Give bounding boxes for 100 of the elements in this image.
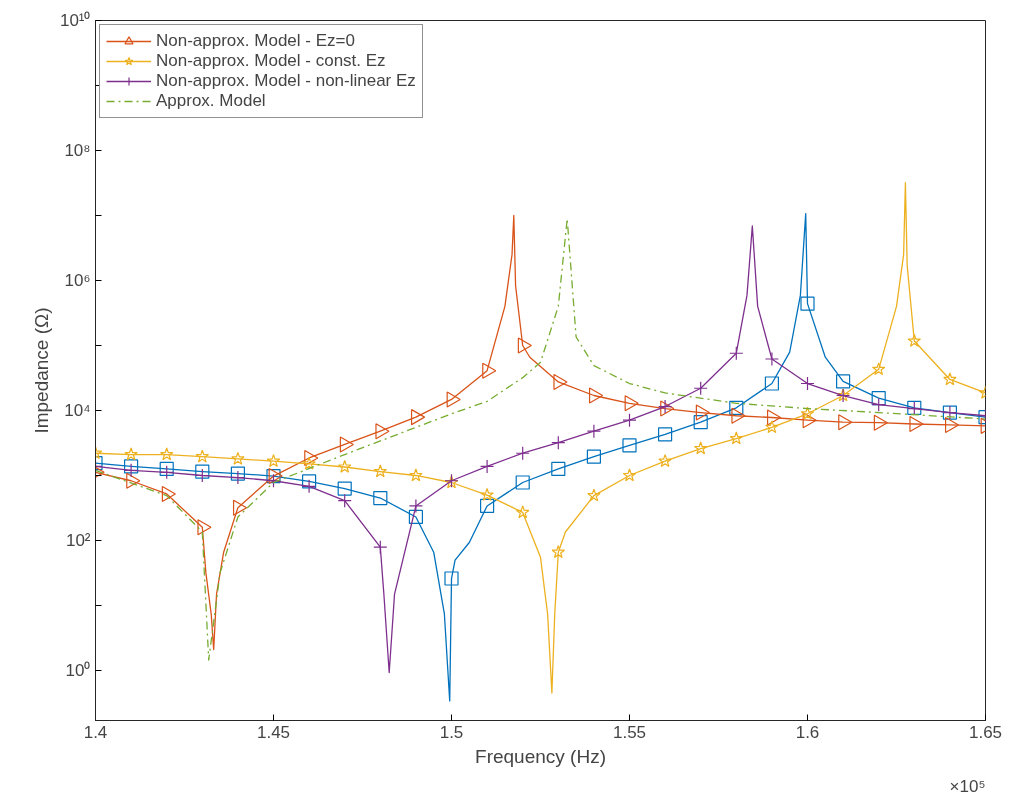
point [373, 490, 388, 506]
point [729, 346, 744, 361]
legend-label: Non-approx. Model - Ez=0 [156, 31, 355, 51]
point [230, 470, 245, 485]
point [302, 474, 317, 489]
point [161, 485, 176, 503]
x-axis-title: Frequency (Hz) [475, 745, 606, 767]
point [587, 488, 601, 502]
point [586, 424, 601, 439]
point [800, 376, 815, 391]
point [337, 459, 352, 473]
point [802, 412, 817, 429]
x-tick-label: 1.5 [439, 722, 464, 742]
x-tick-label: 1.4 [83, 722, 108, 742]
point [480, 487, 494, 501]
point [693, 415, 708, 430]
point [159, 461, 174, 477]
point [729, 400, 744, 415]
point [266, 454, 281, 468]
legend-label: Approx. Model [156, 91, 266, 111]
point [622, 468, 637, 482]
point [231, 451, 245, 465]
point [907, 333, 922, 347]
point [871, 362, 886, 376]
y-tick-label: 10⁰ [65, 660, 91, 680]
point [482, 362, 497, 379]
point [658, 427, 673, 442]
point [551, 545, 566, 559]
point [553, 373, 568, 391]
point [588, 387, 604, 404]
point [197, 519, 212, 536]
point [622, 438, 637, 453]
point [944, 416, 960, 434]
point [232, 499, 248, 516]
point [517, 337, 532, 354]
y-tick-label: 10⁸ [64, 141, 91, 160]
y-tick-label: 10² [65, 530, 91, 550]
point [304, 449, 319, 467]
point [551, 461, 566, 477]
point [302, 456, 316, 470]
point [943, 372, 957, 386]
point [622, 413, 637, 428]
y-axis-title: Impedance (Ω) [30, 307, 52, 434]
point [373, 540, 388, 555]
point [375, 423, 390, 440]
point [409, 468, 423, 482]
point [337, 481, 352, 496]
point [195, 449, 210, 463]
point [765, 420, 779, 434]
point [871, 397, 886, 412]
point [551, 435, 566, 450]
point [515, 446, 530, 461]
point [873, 414, 888, 431]
text: ×10⁵ [949, 776, 986, 796]
point [695, 404, 710, 421]
point [373, 464, 388, 478]
point [800, 296, 815, 311]
x-tick-label: 1.55 [612, 722, 647, 742]
point [693, 441, 708, 455]
x-tick-label: 1.6 [795, 722, 820, 742]
point [230, 466, 245, 481]
point [731, 407, 746, 424]
point [408, 509, 423, 525]
legend-label: Non-approx. Model - const. Ez [156, 51, 386, 71]
point [444, 571, 459, 586]
point [124, 447, 138, 461]
point [729, 431, 744, 445]
point [515, 505, 530, 519]
point [480, 498, 495, 514]
point [337, 493, 352, 508]
point [159, 465, 174, 480]
point [764, 351, 779, 367]
y-tick-label: 10⁶ [64, 270, 91, 290]
point [302, 479, 317, 494]
x-tick-label: 1.65 [968, 722, 1003, 742]
point [195, 464, 210, 479]
point [658, 454, 672, 468]
point [693, 381, 708, 396]
point [446, 391, 461, 408]
point [124, 459, 139, 474]
point [159, 447, 174, 461]
point [766, 409, 782, 426]
point [586, 449, 601, 464]
point [838, 414, 853, 431]
legend-label: Non-approx. Model - non-linear Ez [156, 71, 416, 91]
point [764, 376, 779, 391]
point [515, 475, 530, 490]
y-tick-label: 10⁴ [64, 400, 91, 420]
point [624, 395, 639, 412]
point [909, 415, 924, 433]
point [124, 463, 139, 478]
point [126, 472, 141, 489]
x-tick-label: 1.45 [256, 722, 291, 742]
y-tick-label: 10¹⁰ [59, 11, 91, 30]
point [410, 409, 426, 426]
point [480, 459, 495, 474]
point [339, 436, 354, 453]
point [408, 498, 423, 514]
point [800, 406, 815, 420]
point [836, 374, 851, 389]
